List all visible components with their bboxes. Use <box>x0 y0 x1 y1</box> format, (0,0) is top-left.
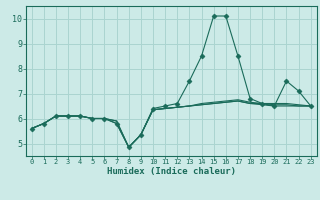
X-axis label: Humidex (Indice chaleur): Humidex (Indice chaleur) <box>107 167 236 176</box>
